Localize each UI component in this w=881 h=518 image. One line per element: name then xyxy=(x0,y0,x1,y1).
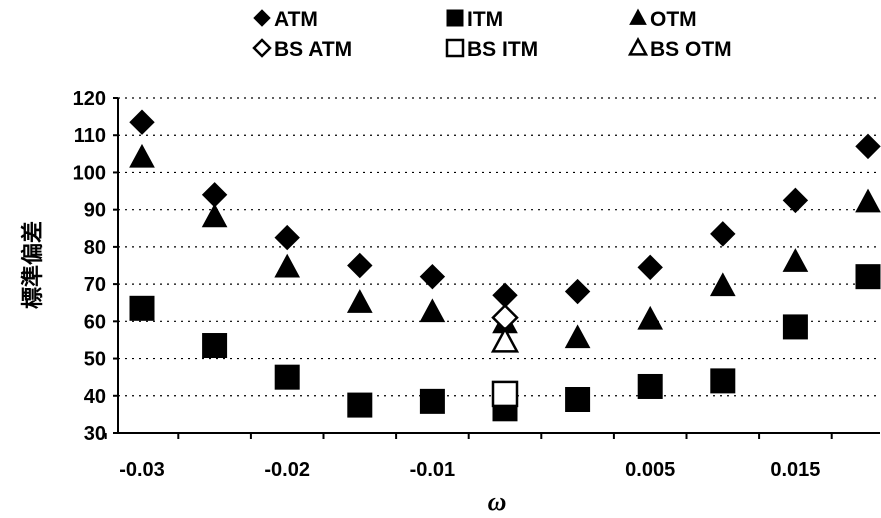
legend-label: ATM xyxy=(274,8,318,31)
data-point-itm xyxy=(274,364,300,390)
data-point-otm xyxy=(637,305,664,330)
y-tick-label: 50 xyxy=(84,349,106,371)
data-point-otm xyxy=(709,272,736,297)
legend-entry: BS ITM xyxy=(445,38,538,61)
data-point-itm xyxy=(202,333,228,359)
data-point-atm xyxy=(129,109,155,135)
x-tick-label: -0.01 xyxy=(410,459,456,481)
x-tick-label: -0.03 xyxy=(119,459,165,481)
y-tick-label: 90 xyxy=(84,200,106,222)
data-point-itm xyxy=(129,295,155,321)
data-point-itm xyxy=(710,368,736,394)
legend-entry: ITM xyxy=(446,8,503,31)
data-point-itm xyxy=(347,392,373,418)
y-tick-label: 40 xyxy=(84,386,106,408)
y-tick-label: 70 xyxy=(84,274,106,296)
y-tick-label: 100 xyxy=(73,162,106,184)
x-axis-label: ω xyxy=(488,487,507,516)
data-point-otm xyxy=(274,253,301,278)
legend-entry: BS ATM xyxy=(252,38,352,61)
data-point-atm xyxy=(347,252,373,279)
data-point-atm xyxy=(419,263,446,290)
legend-label: BS OTM xyxy=(650,38,732,61)
y-tick-label: 80 xyxy=(84,237,106,259)
data-point-otm xyxy=(564,324,591,349)
y-axis-label: 標準偏差 xyxy=(20,221,46,309)
data-point-otm xyxy=(419,298,446,323)
legend-label: ITM xyxy=(467,8,503,31)
legend-entry: ATM xyxy=(253,8,318,31)
legend: ATM ITM OTM BS ATM BS ITM BS OTM xyxy=(252,8,732,61)
legend-label: OTM xyxy=(650,8,697,31)
data-point-atm xyxy=(274,224,300,251)
x-tick-label: 0.005 xyxy=(625,459,675,481)
legend-label: BS ITM xyxy=(467,38,538,61)
gridlines xyxy=(118,134,880,397)
data-points xyxy=(129,109,881,422)
x-tick-label: 0.015 xyxy=(770,459,820,481)
y-tick-label: 120 xyxy=(73,88,106,110)
data-point-otm xyxy=(782,248,809,272)
legend-marker xyxy=(253,9,271,27)
data-point-itm xyxy=(855,264,881,290)
data-point-bs-itm xyxy=(491,380,519,408)
legend-marker xyxy=(446,9,464,27)
data-point-itm xyxy=(637,373,663,399)
x-tick-label: -0.02 xyxy=(264,459,310,481)
y-tick-label: 60 xyxy=(84,311,106,333)
data-point-atm xyxy=(492,282,518,308)
data-point-atm xyxy=(637,254,663,281)
data-point-otm xyxy=(201,203,228,228)
data-point-atm xyxy=(564,278,591,305)
data-point-atm xyxy=(710,221,736,247)
legend-marker xyxy=(627,36,649,56)
data-point-itm xyxy=(565,387,591,412)
axes xyxy=(104,97,880,439)
data-point-otm xyxy=(346,289,373,313)
legend-entry: BS OTM xyxy=(627,36,732,61)
legend-marker xyxy=(445,38,465,58)
data-point-otm xyxy=(855,188,881,213)
data-point-bs-otm xyxy=(490,326,520,353)
data-point-itm xyxy=(782,314,808,340)
legend-marker xyxy=(629,8,647,25)
data-point-atm xyxy=(855,133,881,160)
y-tick-label: 30 xyxy=(84,423,106,445)
legend-entry: OTM xyxy=(629,8,697,31)
y-tick-label: 110 xyxy=(74,125,106,147)
legend-marker xyxy=(252,38,272,58)
legend-label: BS ATM xyxy=(274,38,352,61)
data-point-itm xyxy=(419,388,445,414)
data-point-atm xyxy=(782,187,809,214)
data-point-otm xyxy=(129,143,155,168)
y-tick-labels: 30 40 50 60 70 80 90 100 110 120 xyxy=(73,88,106,445)
data-point-atm xyxy=(201,182,228,208)
